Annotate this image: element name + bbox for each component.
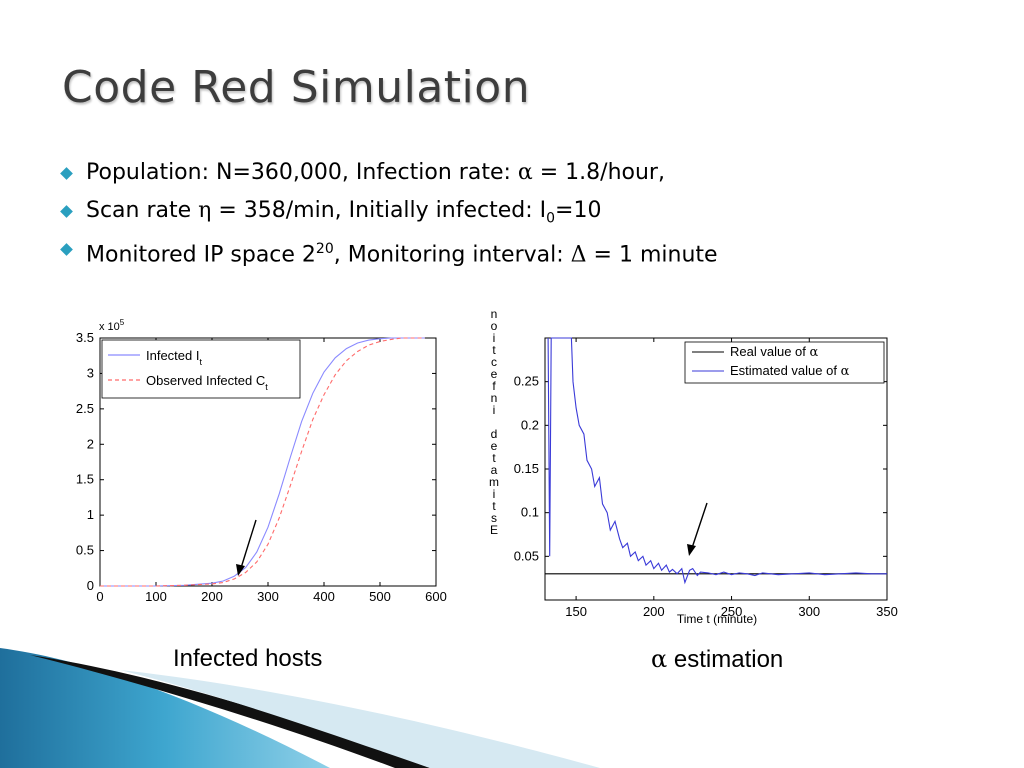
- bullet-list: Population: N=360,000, Infection rate: α…: [60, 158, 718, 272]
- y-tick-label: 0.2: [521, 417, 539, 432]
- x-tick-label: 400: [313, 589, 335, 604]
- bullet-item: Monitored IP space 220, Monitoring inter…: [60, 234, 718, 272]
- y-tick-label: 1.5: [76, 472, 94, 487]
- series-line-0: [100, 337, 425, 587]
- y-tick-label: 0: [87, 578, 94, 593]
- y-tick-label: 0.25: [514, 374, 539, 389]
- caption-alpha-estimation: α estimation: [651, 645, 784, 673]
- legend-label-infected: Infected It: [146, 348, 202, 367]
- y-tick-label: 0.1: [521, 505, 539, 520]
- annotation-arrow: [687, 502, 708, 556]
- x-tick-label: 300: [257, 589, 279, 604]
- x-tick-label: 250: [721, 604, 743, 619]
- x-tick-label: 350: [876, 604, 898, 619]
- diamond-bullet-icon: [60, 205, 73, 218]
- y-multiplier: x 105: [99, 318, 125, 333]
- series-line-1: [547, 337, 887, 585]
- bullet-item: Population: N=360,000, Infection rate: α…: [60, 158, 718, 196]
- legend-label-estimated: Estimated value of α: [730, 363, 850, 379]
- x-tick-label: 200: [201, 589, 223, 604]
- slide-title: Code Red Simulation: [62, 62, 531, 113]
- y-tick-label: 0.5: [76, 543, 94, 558]
- x-axis-label: Time t (minute): [677, 612, 757, 626]
- x-tick-label: 200: [643, 604, 665, 619]
- legend-label-observed: Observed Infected Ct: [146, 373, 268, 392]
- x-tick-label: 600: [425, 589, 447, 604]
- y-tick-label: 2: [87, 436, 94, 451]
- x-tick-label: 0: [96, 589, 103, 604]
- y-tick-label: 0.15: [514, 461, 539, 476]
- chart-legend: Real value of α Estimated value of α: [684, 341, 885, 384]
- x-tick-label: 300: [798, 604, 820, 619]
- diamond-bullet-icon: [60, 167, 73, 180]
- x-tick-label: 100: [145, 589, 167, 604]
- y-tick-label: 0.05: [514, 548, 539, 563]
- x-tick-label: 150: [565, 604, 587, 619]
- legend-label-real: Real value of α: [730, 344, 819, 360]
- infected-hosts-chart: x 105 0 100 200 300 400 500 600 0 0.5 1 1.5 2 2.5 3 3…: [76, 318, 447, 604]
- diamond-bullet-icon: [60, 243, 73, 256]
- bullet-item: Scan rate η = 358/min, Initially infecte…: [60, 196, 718, 234]
- y-tick-label: 3: [87, 365, 94, 380]
- annotation-arrow: [236, 519, 257, 576]
- chart-legend: Infected It Observed Infected Ct: [101, 339, 301, 399]
- y-tick-label: 1: [87, 507, 94, 522]
- y-tick-label: 2.5: [76, 401, 94, 416]
- caption-infected-hosts: Infected hosts: [173, 645, 323, 672]
- x-tick-label: 500: [369, 589, 391, 604]
- series-line-1: [100, 337, 425, 587]
- y-tick-label: 3.5: [76, 330, 94, 345]
